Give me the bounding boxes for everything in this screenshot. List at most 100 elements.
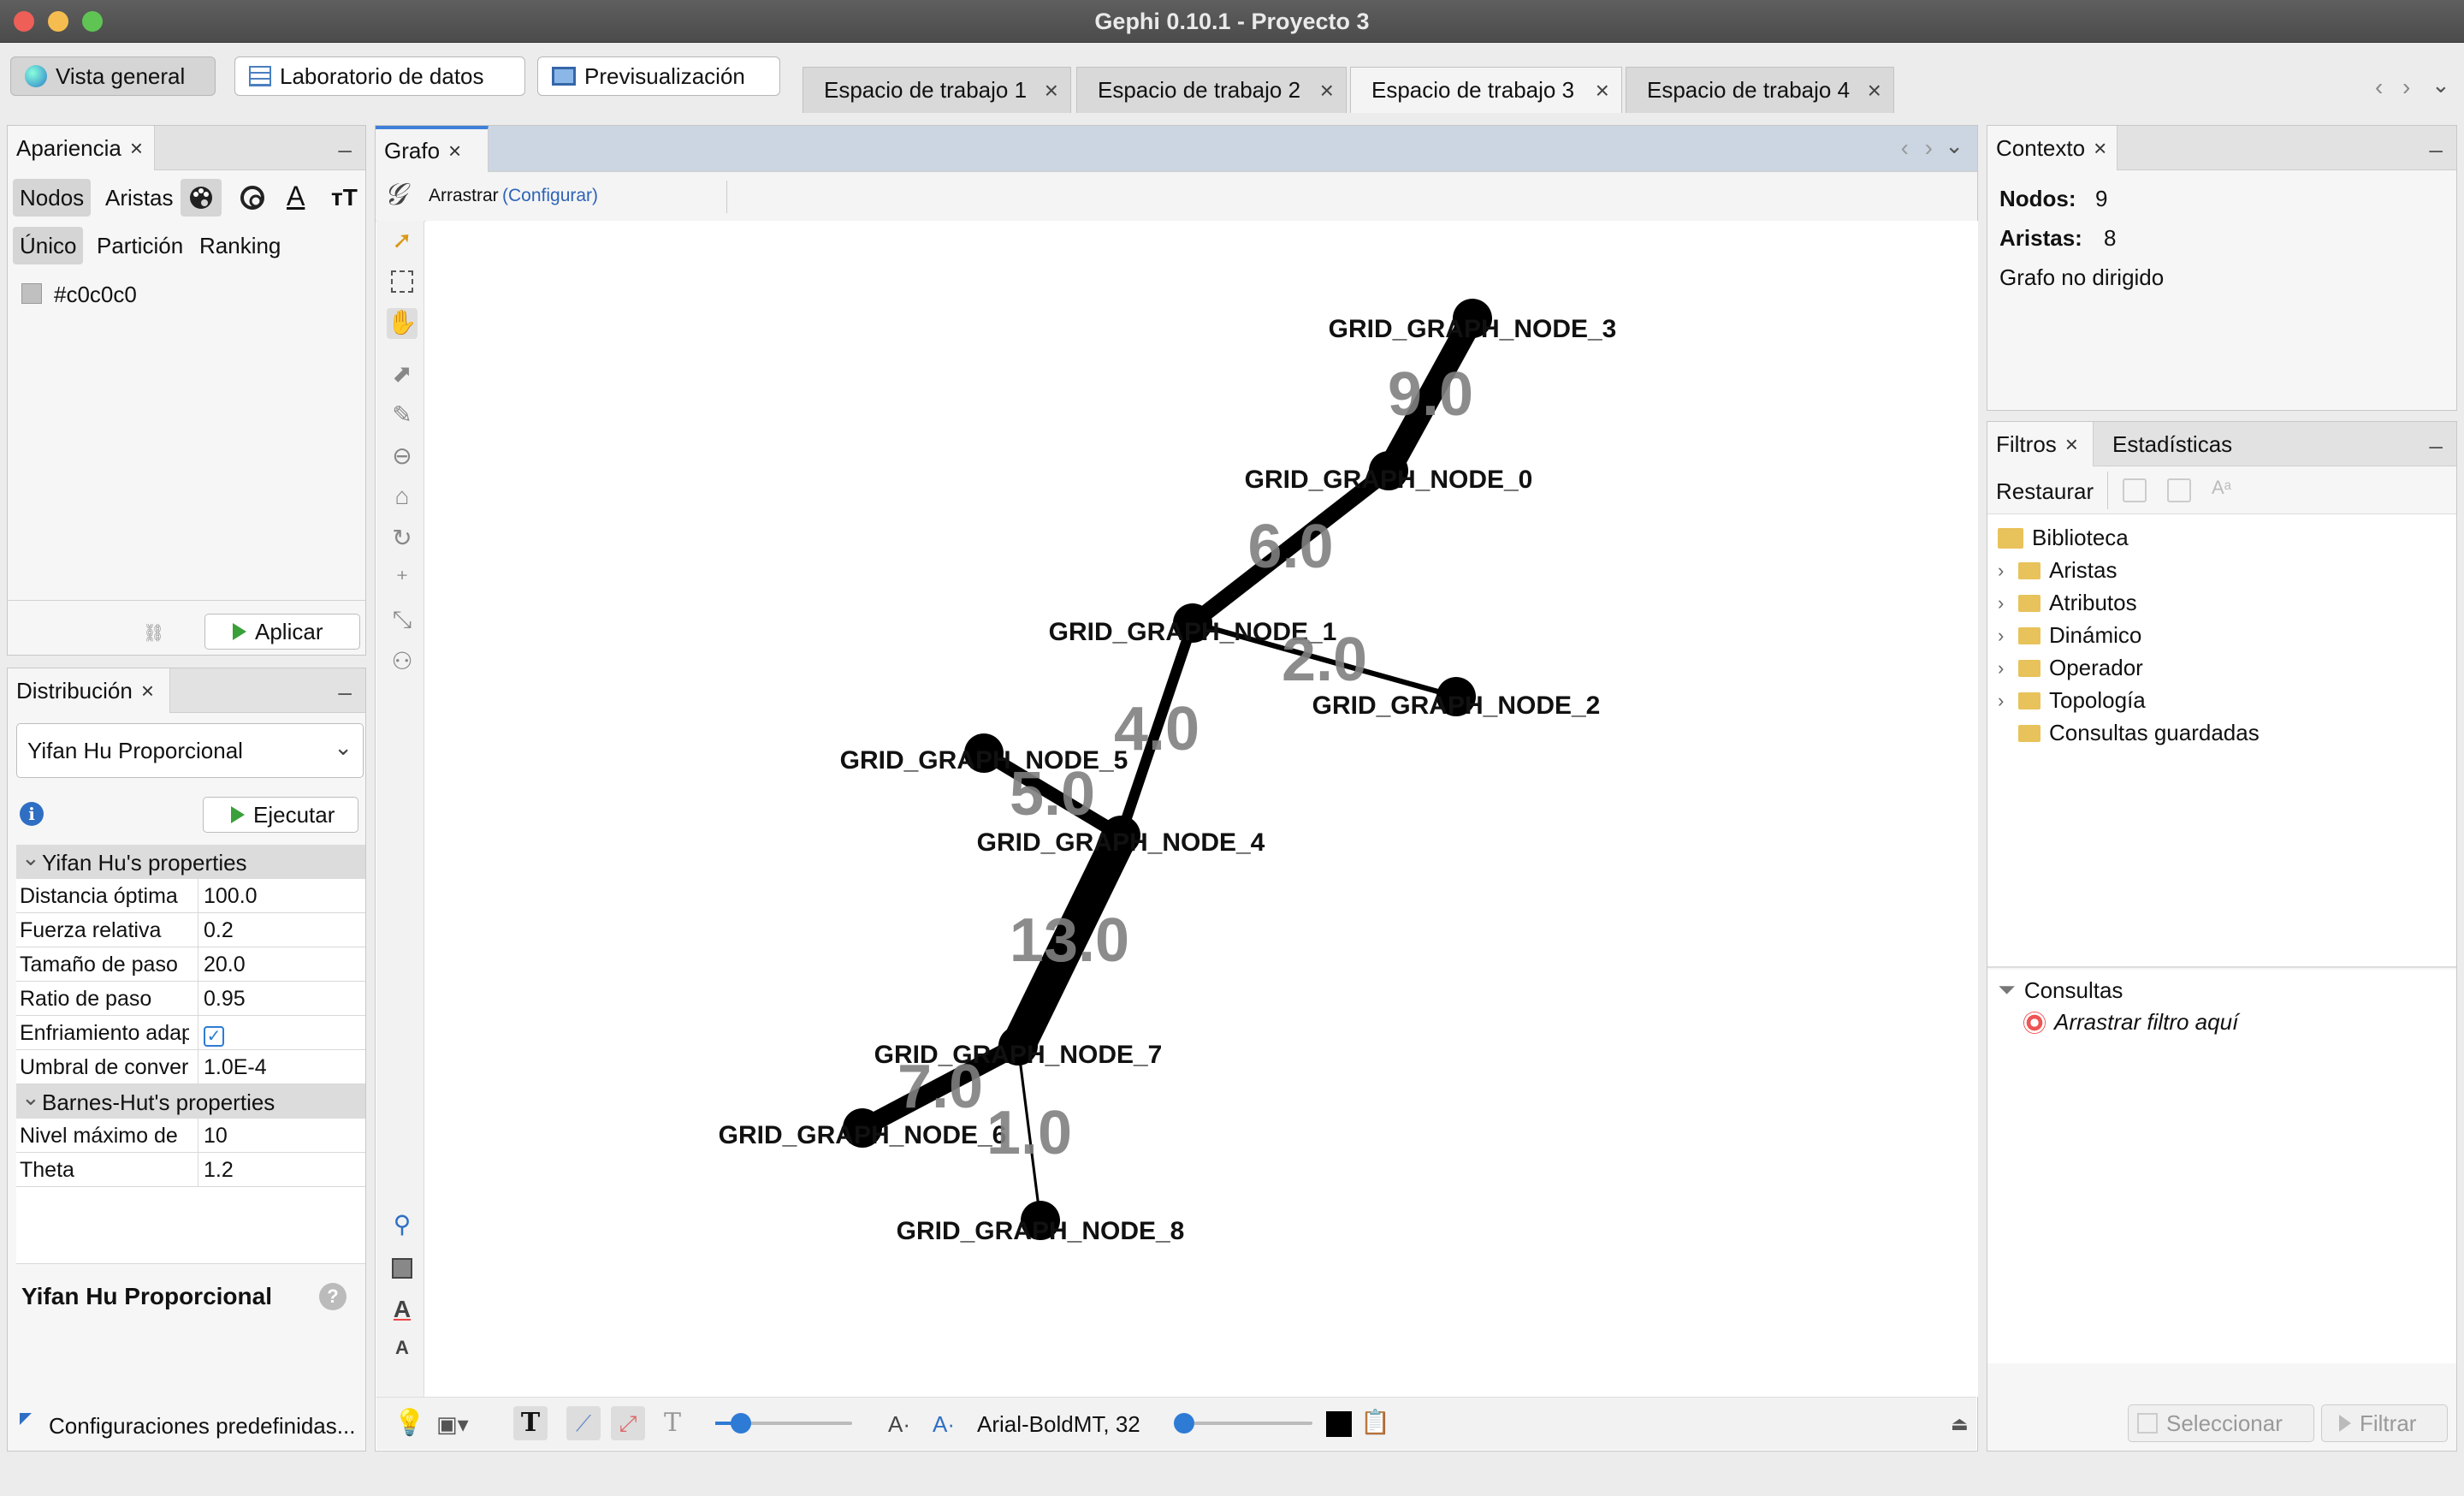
library-item[interactable]: › Dinámico [1998, 622, 2141, 649]
label-color-swatch[interactable] [1326, 1411, 1352, 1437]
graph-node[interactable] [1369, 451, 1408, 490]
prop-value[interactable]: 10 [198, 1119, 228, 1153]
chevron-left-icon[interactable]: ‹ [1900, 134, 1909, 161]
library-item[interactable]: Consultas guardadas [1998, 720, 2260, 746]
tab-workspace-4[interactable]: Espacio de trabajo 4 × [1626, 67, 1894, 113]
tab-context[interactable]: Contexto × [1987, 126, 2118, 170]
library-root[interactable]: Biblioteca [1998, 525, 2129, 551]
section-yifan-hu[interactable]: Yifan Hu's properties [16, 845, 365, 879]
brush-icon[interactable]: ✎ [392, 401, 412, 428]
graph-svg[interactable]: GRID_GRAPH_NODE_3 GRID_GRAPH_NODE_0 GRID_G… [426, 221, 1978, 1397]
slider-thumb[interactable] [1174, 1413, 1194, 1434]
prop-value[interactable]: 0.2 [198, 913, 234, 947]
chevron-right-icon[interactable]: › [2402, 74, 2411, 100]
graph-edge[interactable] [853, 1036, 1028, 1137]
overview-button[interactable]: Vista general [10, 56, 216, 96]
add-filter-icon[interactable] [2123, 478, 2147, 502]
edges-tab[interactable]: Aristas [105, 184, 174, 211]
remove-filter-icon[interactable] [2167, 478, 2191, 502]
graph-edge[interactable] [1016, 1044, 1042, 1222]
tab-graph[interactable]: Grafo × [376, 126, 489, 172]
close-icon[interactable]: × [2094, 134, 2107, 161]
mode-ranking[interactable]: Ranking [199, 232, 281, 258]
graph-canvas[interactable]: GRID_GRAPH_NODE_3 GRID_GRAPH_NODE_0 GRID_G… [426, 221, 1978, 1397]
drop-filter-zone[interactable]: Arrastrar filtro aquí [2023, 1009, 2238, 1036]
adaptive-cooling-checkbox[interactable]: ✓ [198, 1016, 224, 1050]
screenshot-icon[interactable]: ▣▾ [436, 1411, 469, 1437]
select-arrow-icon[interactable]: ➚ [392, 227, 412, 253]
font-size-increase-icon[interactable]: A· [933, 1411, 955, 1437]
prop-row[interactable]: Umbral de convergencia 1.0E-4 [16, 1050, 365, 1084]
prop-value[interactable]: 0.95 [198, 982, 246, 1016]
expand-up-icon[interactable]: ⏏ [1951, 1413, 1969, 1434]
show-edges-icon[interactable]: ⟋ [566, 1406, 601, 1440]
prop-row[interactable]: Theta 1.2 [16, 1153, 365, 1187]
mode-partition[interactable]: Partición [97, 232, 184, 258]
prop-row[interactable]: Nivel máximo de 10 [16, 1119, 365, 1153]
slider-thumb[interactable] [731, 1413, 751, 1434]
add-node-icon[interactable]: ⁺ [395, 566, 409, 592]
preview-button[interactable]: Previsualización [537, 56, 780, 96]
tab-filters[interactable]: Filtros × [1987, 422, 2094, 466]
run-button[interactable]: Ejecutar [203, 797, 358, 833]
tab-workspace-2[interactable]: Espacio de trabajo 2 × [1076, 67, 1347, 113]
graph-node[interactable] [1436, 677, 1476, 716]
label-size-icon[interactable]: тT [331, 184, 358, 211]
close-window-button[interactable] [14, 11, 34, 32]
zoom-window-button[interactable] [82, 11, 103, 32]
library-item[interactable]: › Topología [1998, 687, 2146, 714]
graph-edge[interactable] [1115, 617, 1199, 841]
info-icon[interactable]: i [20, 802, 44, 826]
background-color-icon[interactable] [387, 1255, 418, 1285]
paint-icon[interactable]: ⌂ [394, 483, 410, 509]
font-size-decrease-icon[interactable]: A· [888, 1411, 910, 1437]
label-font-icon[interactable]: A [395, 1337, 409, 1358]
zoom-icon[interactable]: ⚲ [393, 1211, 412, 1238]
graph-edge[interactable] [1189, 620, 1460, 700]
graph-node[interactable] [998, 1026, 1038, 1066]
graph-node[interactable] [1173, 603, 1212, 643]
prop-value[interactable]: 1.2 [198, 1153, 234, 1187]
chevron-left-icon[interactable]: ‹ [2375, 74, 2384, 100]
minimize-window-button[interactable] [48, 11, 68, 32]
graph-node[interactable] [1453, 299, 1492, 338]
chevron-right-icon[interactable]: › [1924, 134, 1933, 161]
close-icon[interactable]: × [1044, 76, 1058, 104]
graph-edge[interactable] [1184, 462, 1397, 632]
direct-select-icon[interactable]: ⬈ [392, 360, 412, 387]
prop-row[interactable]: Fuerza relativa 0.2 [16, 913, 365, 947]
lightbulb-icon[interactable]: 💡 [394, 1409, 426, 1437]
presets-link[interactable]: Configuraciones predefinidas... [49, 1413, 356, 1439]
edge-scale-slider[interactable] [715, 1413, 852, 1434]
rect-select-icon[interactable] [387, 267, 418, 298]
filter-button[interactable]: Filtrar [2321, 1404, 2448, 1442]
minimize-icon[interactable]: – [2429, 432, 2443, 459]
tab-statistics[interactable]: Estadísticas [2104, 422, 2292, 466]
label-size-slider[interactable] [1174, 1413, 1312, 1434]
graph-node[interactable] [964, 733, 1004, 773]
prop-value[interactable]: 100.0 [198, 879, 258, 913]
label-color-icon[interactable]: A [287, 180, 305, 211]
mode-unique[interactable]: Único [13, 227, 84, 264]
library-item[interactable]: › Aristas [1998, 557, 2117, 584]
prop-row[interactable]: Distancia óptima 100.0 [16, 879, 365, 913]
chevron-down-icon[interactable]: ⌄ [2431, 72, 2450, 98]
prop-value[interactable]: 20.0 [198, 947, 246, 982]
tab-workspace-1[interactable]: Espacio de trabajo 1 × [803, 67, 1071, 113]
apply-button[interactable]: Aplicar [204, 614, 360, 650]
section-barnes-hut[interactable]: Barnes-Hut's properties [16, 1084, 365, 1119]
minimize-icon[interactable]: – [338, 136, 352, 163]
library-item[interactable]: › Operador [1998, 655, 2143, 681]
edge-color-icon[interactable]: ⤢ [611, 1406, 645, 1440]
rotate-icon[interactable]: ↻ [392, 525, 412, 551]
drag-hand-icon[interactable]: ✋ [387, 308, 418, 339]
prop-row[interactable]: Tamaño de paso 20.0 [16, 947, 365, 982]
show-node-labels-icon[interactable]: T [513, 1406, 548, 1440]
tab-appearance[interactable]: Apariencia × [8, 126, 155, 170]
help-icon[interactable]: ? [319, 1283, 346, 1310]
close-icon[interactable]: × [448, 137, 462, 163]
palette-icon[interactable] [181, 179, 222, 217]
data-lab-button[interactable]: Laboratorio de datos [234, 56, 525, 96]
graph-edge[interactable] [1000, 817, 1139, 1064]
size-icon[interactable] [232, 179, 273, 217]
